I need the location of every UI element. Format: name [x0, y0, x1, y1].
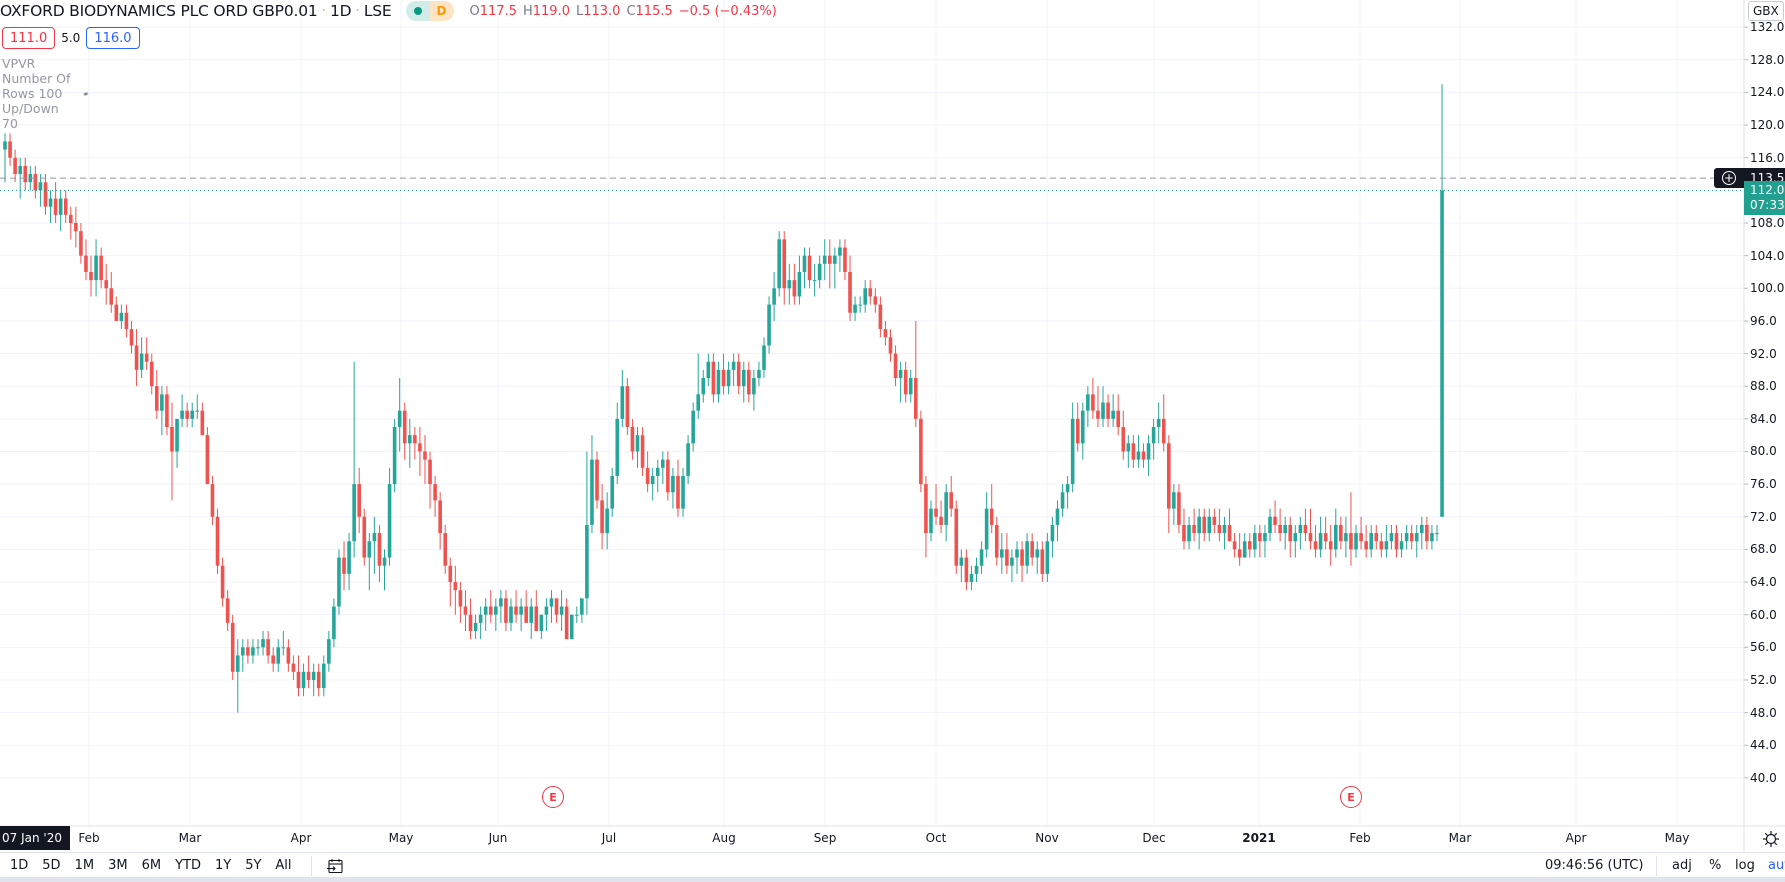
price-tick-label: 56.0 — [1750, 640, 1777, 655]
earnings-marker[interactable]: E — [1340, 786, 1362, 808]
clock-timezone[interactable]: 09:46:56 (UTC) — [1545, 858, 1644, 873]
range-1d-button[interactable]: 1D — [10, 858, 29, 873]
range-1y-button[interactable]: 1Y — [214, 858, 232, 873]
price-tick-label: 120.0 — [1750, 118, 1785, 133]
separator: · — [355, 3, 360, 19]
low-key: L — [575, 3, 584, 19]
separator: · — [321, 3, 326, 19]
time-axis[interactable]: Feb Mar Apr May Jun Jul Aug Sep Oct Nov Dec 2021 Feb… — [0, 826, 1744, 852]
open-key: O — [469, 3, 480, 19]
percent-scale-toggle[interactable]: % — [1709, 858, 1722, 873]
price-tick-label: 68.0 — [1750, 542, 1777, 557]
time-tick-label: Aug — [712, 831, 736, 845]
price-tick-label: 48.0 — [1750, 705, 1777, 720]
price-tick-label: 72.0 — [1750, 509, 1777, 524]
price-change: −0.5 (−0.43%) — [678, 3, 777, 19]
symbol-title-row: OXFORD BIODYNAMICS PLC ORD GBP0.01 · 1D … — [0, 0, 777, 22]
bar-countdown: 07:33:04 — [1750, 198, 1785, 213]
range-6m-button[interactable]: 6M — [141, 858, 162, 873]
spread-value: 5.0 — [61, 31, 81, 45]
eye-hidden-icon[interactable] — [83, 87, 89, 101]
price-tick-label: 92.0 — [1750, 346, 1777, 361]
chart-grid — [0, 0, 1748, 826]
price-axis[interactable]: 132.0 128.0 124.0 120.0 116.0 112.0 108.0 104.0… — [1744, 0, 1785, 826]
low-value: 113.0 — [583, 3, 621, 19]
price-tick-label: 116.0 — [1750, 150, 1785, 165]
range-3m-button[interactable]: 3M — [108, 858, 128, 873]
price-tick-label: 76.0 — [1750, 477, 1777, 492]
time-tick-label: Feb — [78, 831, 100, 845]
time-tick-label: Jun — [488, 831, 508, 845]
price-tick-label: 84.0 — [1750, 411, 1777, 426]
crosshair-date-label: 07 Jan '20 — [0, 826, 70, 850]
open-value: 117.5 — [479, 3, 517, 19]
time-tick-label: Dec — [1142, 831, 1166, 845]
buy-price-button[interactable]: 116.0 — [86, 27, 140, 49]
candles — [3, 84, 1444, 713]
log-scale-toggle[interactable]: log — [1735, 858, 1755, 873]
auto-scale-toggle[interactable]: auto — [1768, 858, 1785, 873]
range-all-button[interactable]: All — [275, 858, 292, 873]
range-5d-button[interactable]: 5D — [42, 858, 61, 873]
toolbar-divider — [310, 855, 312, 876]
price-tick-label: 64.0 — [1750, 575, 1777, 590]
sell-price-button[interactable]: 111.0 — [2, 27, 56, 49]
market-open-dot-icon — [405, 1, 430, 21]
price-tick-label: 124.0 — [1750, 85, 1785, 100]
price-tick-label: 52.0 — [1750, 672, 1777, 687]
time-tick-label: 2021 — [1242, 831, 1276, 845]
time-tick-label: Sep — [813, 831, 837, 845]
ohlc-values: O117.5 H119.0 L113.0 C115.5 −0.5 (−0.43%… — [470, 4, 777, 19]
exchange: LSE — [363, 2, 392, 20]
price-tick-label: 44.0 — [1750, 738, 1777, 753]
price-tick-label: 104.0 — [1750, 248, 1785, 263]
indicator-label[interactable]: VPVR Number Of Rows 100 Up/Down 70 — [2, 56, 71, 131]
close-key: C — [626, 3, 636, 19]
indicator-row: VPVR Number Of Rows 100 Up/Down 70 — [2, 56, 89, 131]
time-tick-label: Apr — [290, 831, 312, 845]
time-tick-label: Mar — [1448, 831, 1472, 845]
last-price-label: 112.0 07:33:04 — [1744, 181, 1785, 216]
time-tick-label: Mar — [178, 831, 202, 845]
high-key: H — [522, 3, 533, 19]
price-tick-label: 128.0 — [1750, 52, 1785, 67]
interval[interactable]: 1D — [330, 2, 352, 20]
price-tick-label: 80.0 — [1750, 444, 1777, 459]
delayed-data-badge: D — [429, 1, 454, 21]
close-value: 115.5 — [635, 3, 673, 19]
range-1m-button[interactable]: 1M — [74, 858, 95, 873]
price-tick-label: 96.0 — [1750, 313, 1777, 328]
earnings-marker[interactable]: E — [542, 786, 564, 808]
last-price-value: 112.0 — [1750, 183, 1785, 198]
time-tick-label: Oct — [925, 831, 947, 845]
bottom-border-strip — [0, 877, 1785, 882]
price-tick-label: 60.0 — [1750, 607, 1777, 622]
time-tick-label: May — [1664, 831, 1690, 845]
add-alert-plus-button[interactable]: + — [1714, 168, 1744, 189]
symbol-name[interactable]: OXFORD BIODYNAMICS PLC ORD GBP0.01 — [0, 2, 318, 20]
candlestick-chart[interactable] — [0, 0, 1785, 852]
price-tick-label: 88.0 — [1750, 379, 1777, 394]
go-to-date-icon[interactable] — [326, 858, 344, 874]
price-tick-label: 108.0 — [1750, 216, 1785, 230]
time-tick-label: Apr — [1565, 831, 1587, 845]
bottom-toolbar: 1D 5D 1M 3M 6M YTD 1Y 5Y All 09:46:56 (U… — [0, 852, 1785, 878]
price-tick-label: 40.0 — [1750, 770, 1777, 785]
price-tick-label: 132.0 — [1750, 20, 1785, 35]
settings-gear-icon[interactable] — [1762, 830, 1780, 848]
adjust-dividends-toggle[interactable]: adj — [1672, 858, 1692, 873]
range-5y-button[interactable]: 5Y — [245, 858, 262, 873]
price-tick-label: 100.0 — [1750, 281, 1785, 296]
time-tick-label: May — [388, 831, 414, 845]
time-tick-label: Jul — [601, 831, 617, 845]
high-value: 119.0 — [532, 3, 570, 19]
toolbar-divider — [1656, 855, 1657, 876]
market-status-badge[interactable]: D — [405, 1, 454, 21]
range-ytd-button[interactable]: YTD — [175, 858, 201, 873]
bid-ask-row: 111.0 5.0 116.0 — [2, 27, 140, 49]
plus-circle-icon: + — [1722, 171, 1736, 186]
currency-badge[interactable]: GBX — [1748, 1, 1784, 21]
time-tick-label: Feb — [1349, 831, 1371, 845]
time-tick-label: Nov — [1035, 831, 1059, 845]
